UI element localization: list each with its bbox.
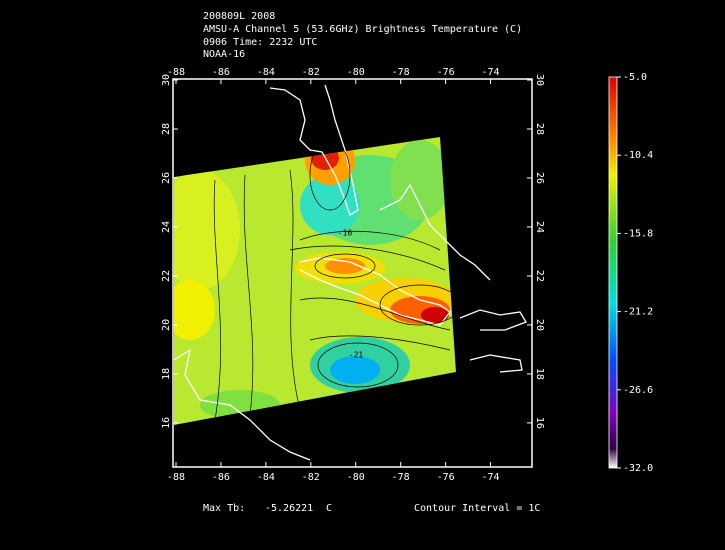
colorbar-tick-label: -15.8 <box>623 228 653 239</box>
x-tick-label-top: -80 <box>347 67 365 78</box>
contour-label: -16 <box>338 229 353 238</box>
x-tick-label-bottom: -74 <box>482 472 500 483</box>
x-tick-label-bottom: -78 <box>392 472 410 483</box>
colorbar-tick-label: -26.6 <box>623 385 653 396</box>
contour-label: -21 <box>349 351 364 360</box>
x-tick-label-top: -78 <box>392 67 410 78</box>
header: 200809L 2008 AMSU-A Channel 5 (53.6GHz) … <box>203 11 522 60</box>
y-tick-label-left: 16 <box>161 417 172 429</box>
y-tick-label-right: 26 <box>534 172 545 184</box>
y-tick-label-left: 22 <box>161 270 172 282</box>
y-tick-label-right: 18 <box>534 368 545 380</box>
y-tick-label-right: 16 <box>534 417 545 429</box>
max-unit: C <box>326 503 332 514</box>
y-tick-label-left: 24 <box>161 221 172 233</box>
header-line: 200809L 2008 <box>203 11 275 22</box>
header-line: AMSU-A Channel 5 (53.6GHz) Brightness Te… <box>203 24 522 35</box>
header-line: 0906 Time: 2232 UTC <box>203 37 317 48</box>
y-tick-label-left: 28 <box>161 123 172 135</box>
x-tick-label-bottom: -80 <box>347 472 365 483</box>
x-tick-label-bottom: -88 <box>167 472 185 483</box>
x-tick-label-top: -86 <box>212 67 230 78</box>
y-tick-label-right: 22 <box>534 270 545 282</box>
max-label: Max Tb: <box>203 503 245 514</box>
x-tick-label-top: -88 <box>167 67 185 78</box>
map-frame <box>172 78 533 468</box>
y-tick-label-left: 30 <box>161 74 172 86</box>
colorbar-tick-label: -32.0 <box>623 463 653 474</box>
y-tick-label-left: 18 <box>161 368 172 380</box>
colorbar-tick-label: -10.4 <box>623 150 653 161</box>
colorbar-tick-label: -21.2 <box>623 307 653 318</box>
max-value: -5.26221 <box>265 503 313 514</box>
coastlines <box>173 84 527 461</box>
x-tick-label-bottom: -76 <box>437 472 455 483</box>
x-tick-label-top: -76 <box>437 67 455 78</box>
x-tick-label-bottom: -82 <box>302 472 320 483</box>
y-tick-label-right: 30 <box>534 74 545 86</box>
x-tick-label-top: -74 <box>482 67 500 78</box>
y-tick-label-left: 20 <box>161 319 172 331</box>
x-tick-label-top: -82 <box>302 67 320 78</box>
x-tick-label-bottom: -84 <box>257 472 275 483</box>
colorbar-tick-label: -5.0 <box>623 72 647 83</box>
y-tick-label-right: 24 <box>534 221 545 233</box>
x-tick-label-bottom: -86 <box>212 472 230 483</box>
contour-interval: Contour Interval = 1C <box>414 503 540 514</box>
y-tick-label-left: 26 <box>161 172 172 184</box>
x-tick-label-top: -84 <box>257 67 275 78</box>
y-tick-label-right: 28 <box>534 123 545 135</box>
y-tick-label-right: 20 <box>534 319 545 331</box>
temperature-field <box>174 137 456 425</box>
header-line: NOAA-16 <box>203 49 245 60</box>
colorbar <box>608 76 618 469</box>
